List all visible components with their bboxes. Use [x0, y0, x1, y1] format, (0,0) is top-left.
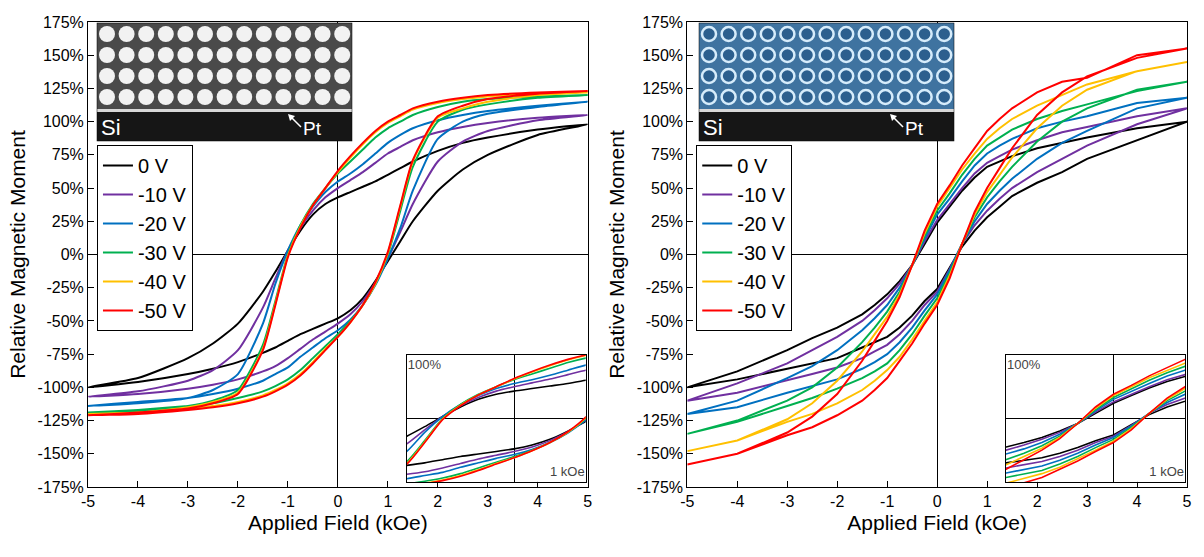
svg-text:-30 V: -30 V	[138, 242, 186, 264]
svg-text:-4: -4	[730, 493, 744, 510]
svg-text:2: 2	[433, 493, 442, 510]
svg-text:100%: 100%	[1007, 357, 1041, 372]
svg-text:0%: 0%	[660, 246, 683, 263]
svg-text:0: 0	[333, 493, 342, 510]
svg-text:-20 V: -20 V	[737, 213, 785, 235]
svg-text:25%: 25%	[52, 213, 84, 230]
svg-text:-100%: -100%	[38, 379, 84, 396]
svg-text:150%: 150%	[642, 47, 683, 64]
svg-text:0 V: 0 V	[138, 155, 169, 177]
svg-text:-50%: -50%	[46, 313, 83, 330]
svg-text:-25%: -25%	[46, 279, 83, 296]
svg-text:5: 5	[583, 493, 592, 510]
svg-text:1 kOe: 1 kOe	[1149, 464, 1184, 479]
svg-text:100%: 100%	[43, 113, 84, 130]
svg-text:25%: 25%	[651, 213, 683, 230]
svg-text:-40 V: -40 V	[138, 271, 186, 293]
svg-text:-175%: -175%	[637, 479, 683, 496]
svg-text:-5: -5	[680, 493, 694, 510]
svg-text:-3: -3	[181, 493, 195, 510]
svg-text:-2: -2	[231, 493, 245, 510]
svg-text:Pt: Pt	[303, 118, 322, 139]
svg-text:-150%: -150%	[637, 445, 683, 462]
svg-text:1 kOe: 1 kOe	[550, 464, 585, 479]
svg-text:-75%: -75%	[46, 346, 83, 363]
svg-text:3: 3	[483, 493, 492, 510]
svg-text:-150%: -150%	[38, 445, 84, 462]
svg-text:0%: 0%	[61, 246, 84, 263]
svg-text:-3: -3	[780, 493, 794, 510]
svg-text:0: 0	[933, 493, 942, 510]
svg-text:-125%: -125%	[38, 412, 84, 429]
svg-text:175%: 175%	[642, 14, 683, 31]
svg-text:-30 V: -30 V	[737, 242, 785, 264]
svg-text:75%: 75%	[651, 146, 683, 163]
svg-text:-10 V: -10 V	[737, 184, 785, 206]
svg-text:Relative Magnetic Moment: Relative Magnetic Moment	[605, 130, 628, 379]
svg-text:Relative Magnetic Moment: Relative Magnetic Moment	[6, 130, 29, 379]
svg-text:-175%: -175%	[38, 479, 84, 496]
svg-text:-20 V: -20 V	[138, 213, 186, 235]
svg-text:-100%: -100%	[637, 379, 683, 396]
svg-text:50%: 50%	[651, 180, 683, 197]
svg-text:Si: Si	[703, 115, 723, 140]
svg-text:150%: 150%	[43, 47, 84, 64]
svg-text:-1: -1	[281, 493, 295, 510]
svg-text:-25%: -25%	[646, 279, 683, 296]
svg-text:100%: 100%	[408, 357, 442, 372]
svg-text:50%: 50%	[52, 180, 84, 197]
svg-text:-1: -1	[880, 493, 894, 510]
svg-text:-40 V: -40 V	[737, 271, 785, 293]
svg-text:125%: 125%	[43, 80, 84, 97]
svg-text:-4: -4	[131, 493, 145, 510]
svg-text:Applied Field (kOe): Applied Field (kOe)	[847, 511, 1027, 534]
svg-text:Applied Field (kOe): Applied Field (kOe)	[248, 511, 428, 534]
svg-text:-75%: -75%	[646, 346, 683, 363]
svg-text:-2: -2	[830, 493, 844, 510]
svg-text:3: 3	[1083, 493, 1092, 510]
svg-text:-10 V: -10 V	[138, 184, 186, 206]
svg-text:-5: -5	[81, 493, 95, 510]
svg-text:0 V: 0 V	[737, 155, 768, 177]
svg-text:-50 V: -50 V	[737, 300, 785, 322]
svg-text:1: 1	[983, 493, 992, 510]
svg-text:5: 5	[1183, 493, 1192, 510]
svg-text:175%: 175%	[43, 14, 84, 31]
svg-text:2: 2	[1033, 493, 1042, 510]
svg-text:75%: 75%	[52, 146, 84, 163]
svg-text:100%: 100%	[642, 113, 683, 130]
svg-text:4: 4	[533, 493, 542, 510]
svg-text:Pt: Pt	[905, 118, 924, 139]
svg-text:-50 V: -50 V	[138, 300, 186, 322]
svg-text:1: 1	[383, 493, 392, 510]
svg-text:Si: Si	[101, 115, 121, 140]
svg-text:-125%: -125%	[637, 412, 683, 429]
svg-text:4: 4	[1133, 493, 1142, 510]
svg-text:125%: 125%	[642, 80, 683, 97]
svg-text:-50%: -50%	[646, 313, 683, 330]
